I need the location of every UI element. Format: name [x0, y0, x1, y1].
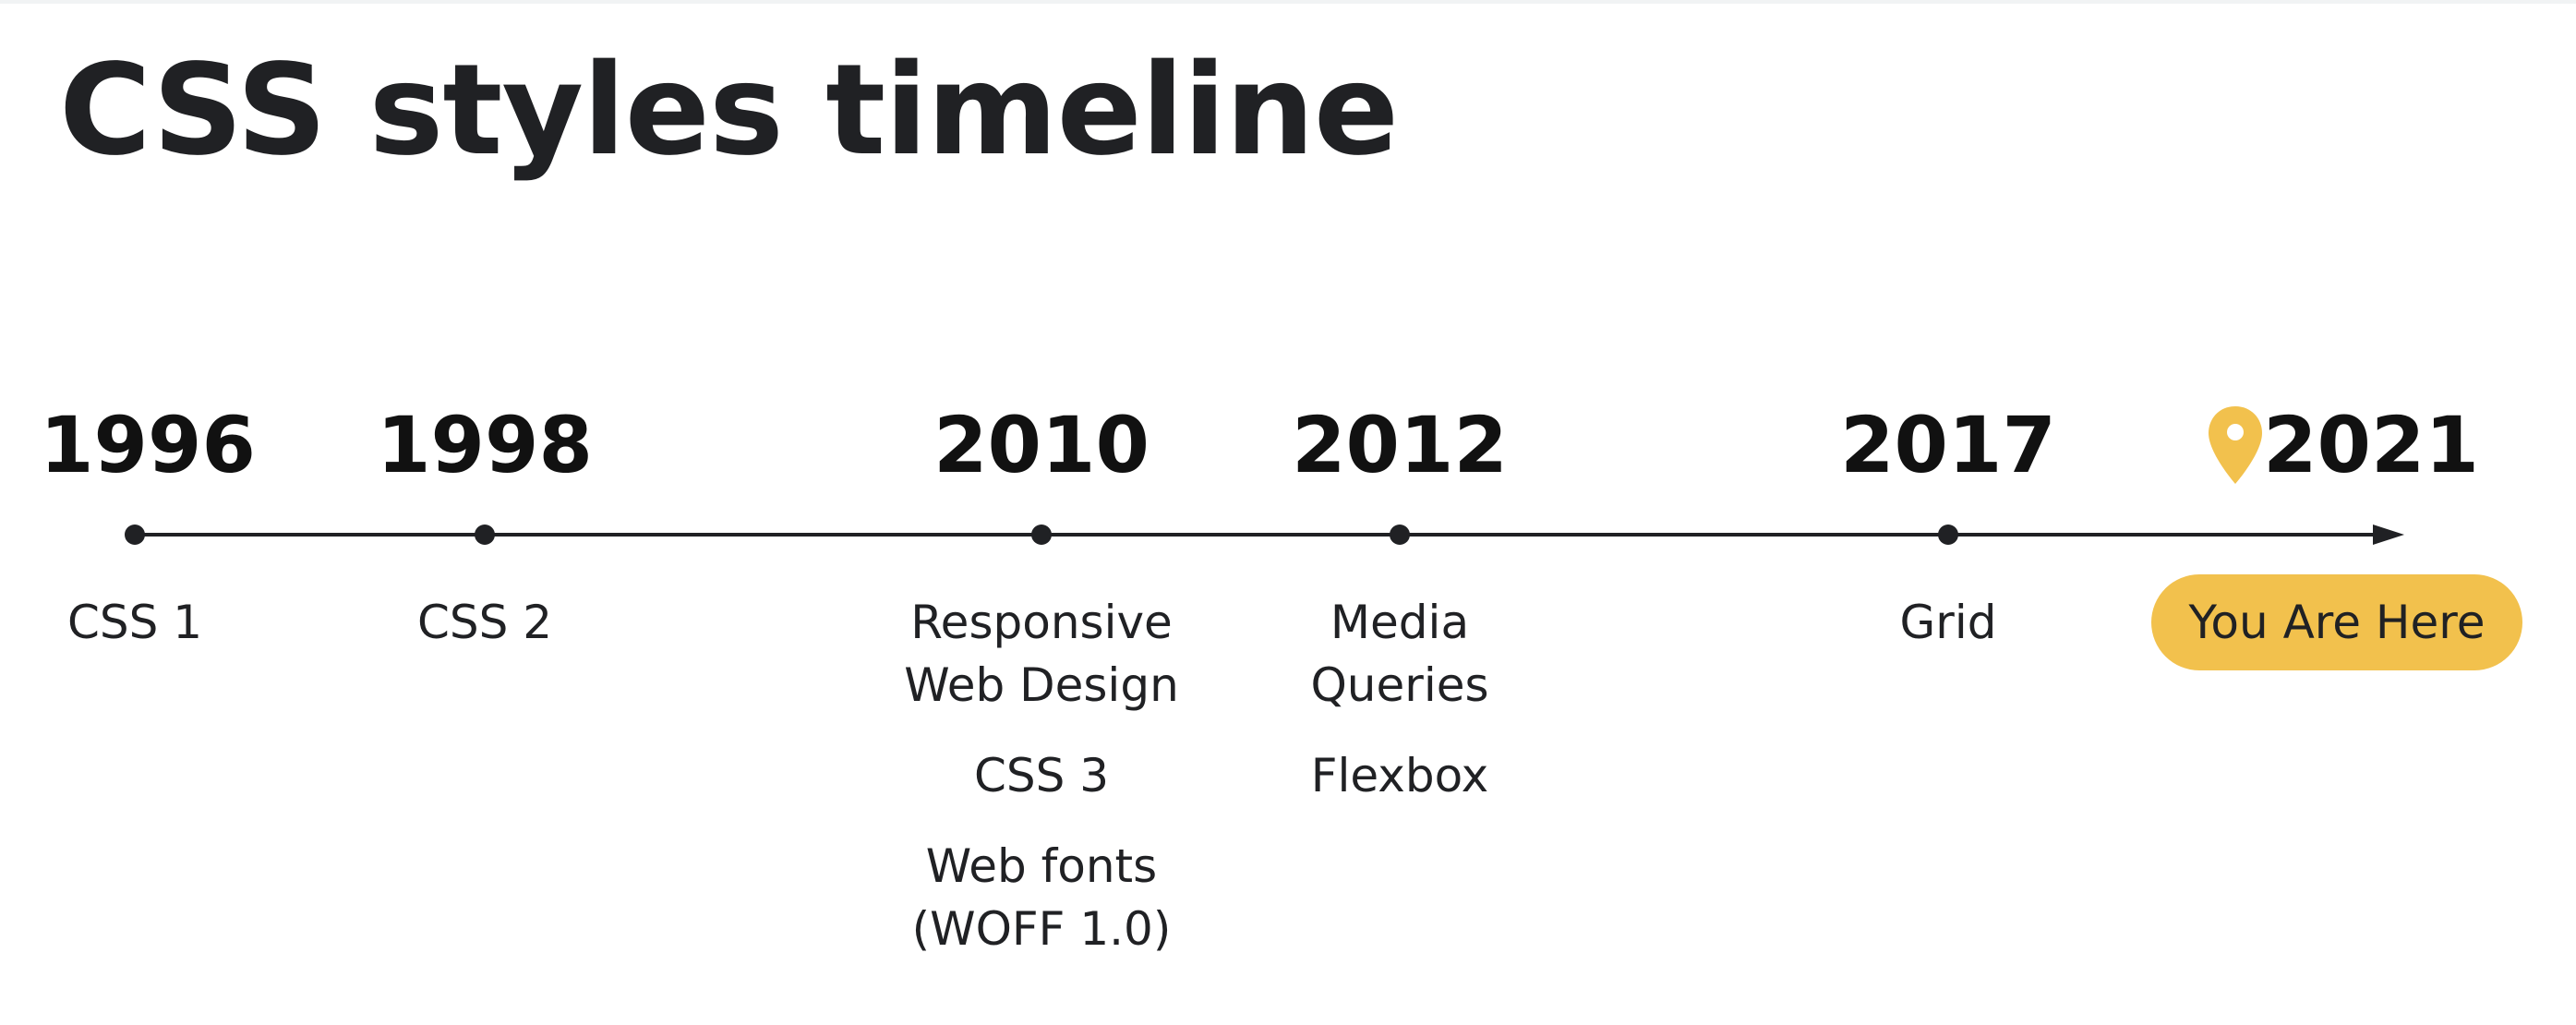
year-label-2017: 2017 — [1840, 400, 2056, 490]
timeline-arrowhead — [2373, 525, 2404, 545]
milestone-2012: Media Queries Flexbox — [1215, 591, 1584, 835]
timeline-dot-2010 — [1031, 525, 1052, 545]
milestone-1996: CSS 1 — [0, 591, 319, 681]
event-css-3: CSS 3 — [973, 749, 1110, 802]
milestone-1998: CSS 2 — [300, 591, 669, 681]
event-grid: Grid — [1899, 596, 1997, 649]
location-pin-icon — [2209, 406, 2262, 484]
event-media-queries: Media Queries — [1310, 596, 1489, 712]
milestone-2010: Responsive Web Design CSS 3 Web fonts (W… — [857, 591, 1226, 988]
top-rule — [0, 0, 2576, 4]
you-are-here-badge: You Are Here — [2151, 574, 2522, 670]
year-label-2021: 2021 — [2263, 400, 2479, 490]
year-label-1996: 1996 — [40, 400, 256, 490]
timeline-dot-1998 — [475, 525, 495, 545]
event-css-1: CSS 1 — [66, 596, 203, 649]
timeline-dot-2017 — [1938, 525, 1958, 545]
year-label-1998: 1998 — [377, 400, 593, 490]
event-responsive-web-design: Responsive Web Design — [904, 596, 1179, 712]
event-css-2: CSS 2 — [416, 596, 553, 649]
you-are-here-label: You Are Here — [2188, 596, 2486, 649]
timeline-dot-1996 — [125, 525, 145, 545]
timeline-dot-2012 — [1390, 525, 1410, 545]
milestone-2017: Grid — [1763, 591, 2133, 681]
event-web-fonts: Web fonts (WOFF 1.0) — [911, 839, 1172, 956]
page-title: CSS styles timeline — [59, 38, 1399, 184]
year-label-2012: 2012 — [1292, 400, 1508, 490]
year-label-2010: 2010 — [933, 400, 1150, 490]
event-flexbox: Flexbox — [1310, 749, 1489, 802]
